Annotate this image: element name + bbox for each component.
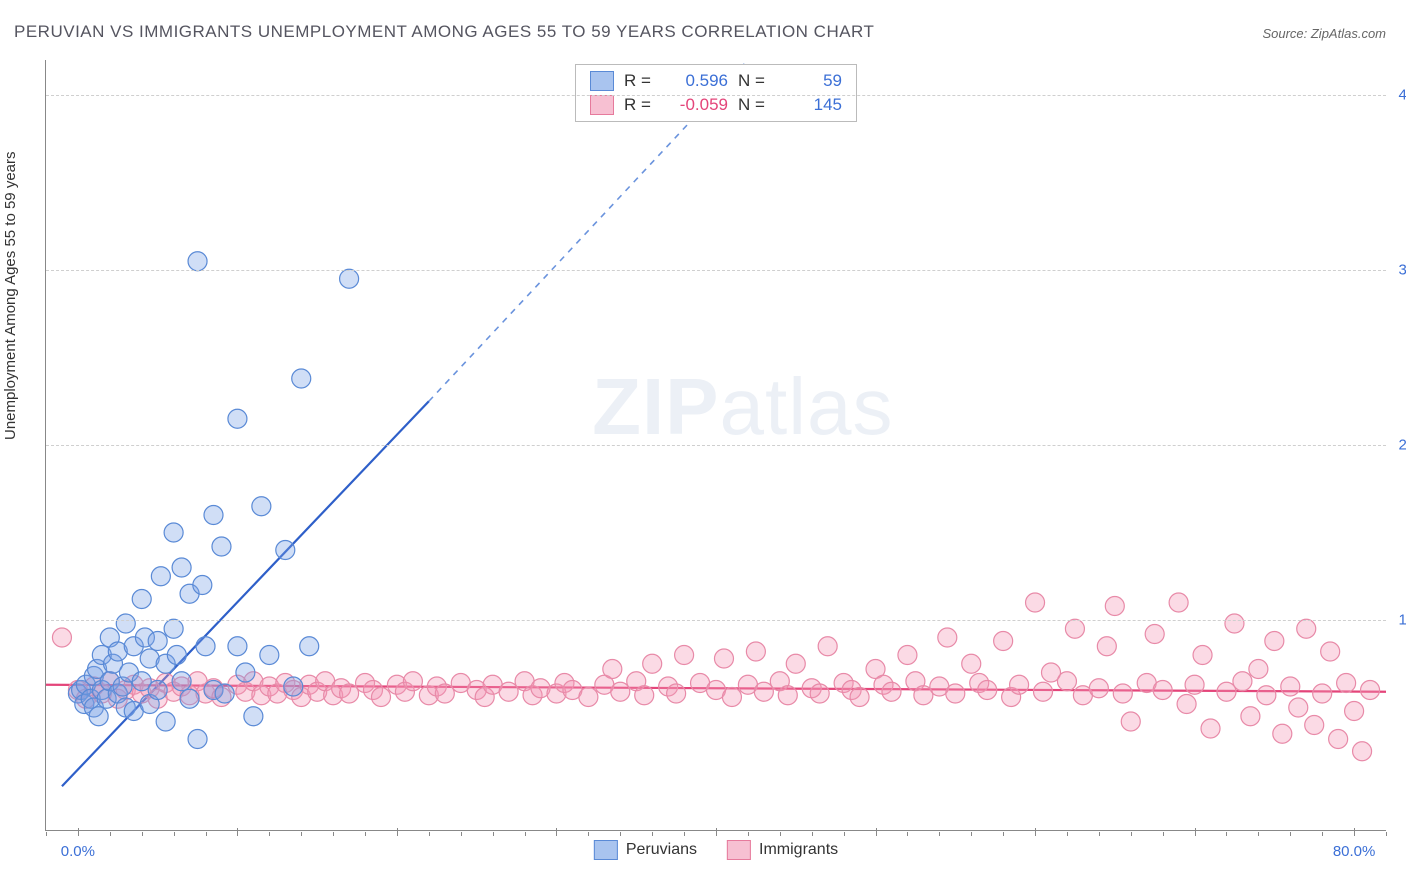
- swatch-immigrants-icon: [727, 840, 751, 860]
- x-tick-label: 0.0%: [61, 843, 95, 860]
- y-axis-label: Unemployment Among Ages 55 to 59 years: [2, 151, 19, 440]
- x-tick-label: 80.0%: [1333, 843, 1376, 860]
- correlation-legend: R = 0.596 N = 59 R = -0.059 N = 145: [575, 64, 857, 122]
- y-tick-label: 40.0%: [1398, 87, 1406, 104]
- legend-item-immigrants: Immigrants: [727, 840, 838, 860]
- legend-item-peruvians: Peruvians: [594, 840, 697, 860]
- swatch-peruvians-icon: [590, 71, 614, 91]
- plot-area: ZIPatlas R = 0.596 N = 59 R = -0.059 N =…: [45, 60, 1386, 831]
- y-tick-label: 10.0%: [1398, 612, 1406, 629]
- legend-row-peruvians: R = 0.596 N = 59: [576, 69, 856, 93]
- chart-title: PERUVIAN VS IMMIGRANTS UNEMPLOYMENT AMON…: [14, 22, 874, 42]
- y-tick-label: 20.0%: [1398, 437, 1406, 454]
- legend-row-immigrants: R = -0.059 N = 145: [576, 93, 856, 117]
- series-legend: Peruvians Immigrants: [594, 840, 838, 860]
- y-tick-label: 30.0%: [1398, 262, 1406, 279]
- swatch-immigrants-icon: [590, 95, 614, 115]
- source-attribution: Source: ZipAtlas.com: [1262, 26, 1386, 41]
- swatch-peruvians-icon: [594, 840, 618, 860]
